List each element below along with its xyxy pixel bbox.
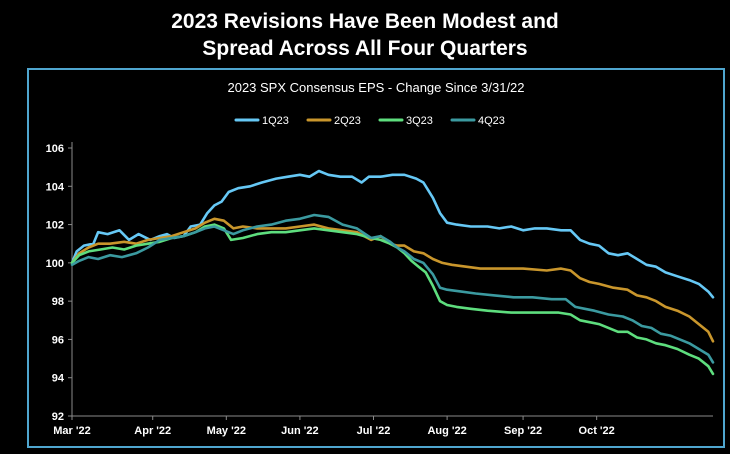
legend-label-2q23: 2Q23	[334, 115, 361, 127]
y-tick-label: 94	[52, 373, 65, 385]
y-tick-label: 100	[46, 258, 64, 270]
series-line-4q23	[70, 213, 715, 364]
x-tick-label: Aug '22	[427, 425, 466, 437]
x-tick-label: Jul '22	[357, 425, 391, 437]
y-tick-label: 104	[46, 181, 65, 193]
x-tick-label: Apr '22	[134, 425, 171, 437]
legend-label-1q23: 1Q23	[262, 115, 289, 127]
chart-title: 2023 SPX Consensus EPS - Change Since 3/…	[227, 80, 524, 95]
chart-axes: 92 94 96 98 100 102 104 106 Mar '22 Apr '22 May '2…	[46, 142, 713, 437]
series-layer	[70, 169, 715, 376]
series-line-1q23	[70, 169, 715, 299]
x-tick-label: Mar '22	[53, 425, 90, 437]
y-tick-label: 106	[46, 143, 64, 155]
chart-svg: 2023 SPX Consensus EPS - Change Since 3/…	[46, 80, 715, 437]
series-line-2q23	[70, 217, 715, 343]
x-tick-label: Oct '22	[579, 425, 615, 437]
chart-legend: 1Q23 2Q23 3Q23 4Q23	[234, 115, 505, 127]
y-tick-label: 98	[52, 296, 64, 308]
x-tick-label: Jun '22	[281, 425, 318, 437]
legend-label-4q23: 4Q23	[478, 115, 505, 127]
y-tick-label: 92	[52, 411, 64, 423]
x-tick-label: Sep '22	[504, 425, 542, 437]
x-tick-label: May '22	[207, 425, 246, 437]
y-tick-label: 102	[46, 220, 64, 232]
series-line-3q23	[70, 223, 715, 376]
legend-label-3q23: 3Q23	[406, 115, 433, 127]
chart-frame: 2023 SPX Consensus EPS - Change Since 3/…	[27, 68, 725, 448]
y-tick-label: 96	[52, 334, 64, 346]
headline-line-1: 2023 Revisions Have Been Modest and	[171, 10, 559, 33]
headline-line-2: Spread Across All Four Quarters	[202, 37, 528, 60]
